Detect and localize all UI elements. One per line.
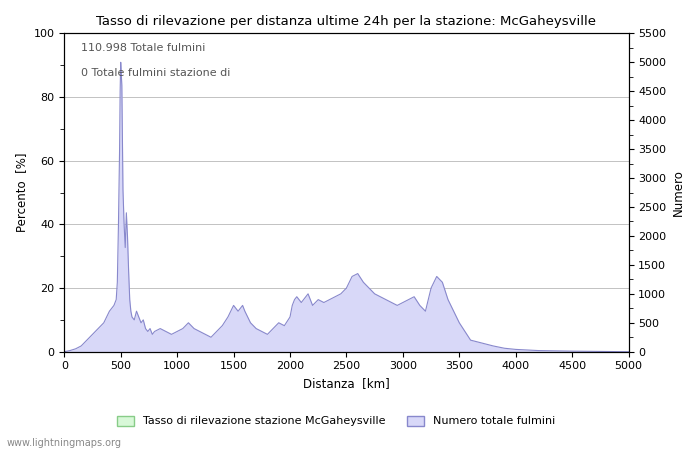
Text: 0 Totale fulmini stazione di: 0 Totale fulmini stazione di xyxy=(81,68,230,78)
Y-axis label: Numero: Numero xyxy=(672,169,685,216)
Text: www.lightningmaps.org: www.lightningmaps.org xyxy=(7,438,122,448)
X-axis label: Distanza  [km]: Distanza [km] xyxy=(303,377,390,390)
Y-axis label: Percento  [%]: Percento [%] xyxy=(15,153,28,232)
Text: 110.998 Totale fulmini: 110.998 Totale fulmini xyxy=(81,43,206,53)
Title: Tasso di rilevazione per distanza ultime 24h per la stazione: McGaheysville: Tasso di rilevazione per distanza ultime… xyxy=(97,15,596,28)
Legend: Tasso di rilevazione stazione McGaheysville, Numero totale fulmini: Tasso di rilevazione stazione McGaheysvi… xyxy=(113,411,559,431)
